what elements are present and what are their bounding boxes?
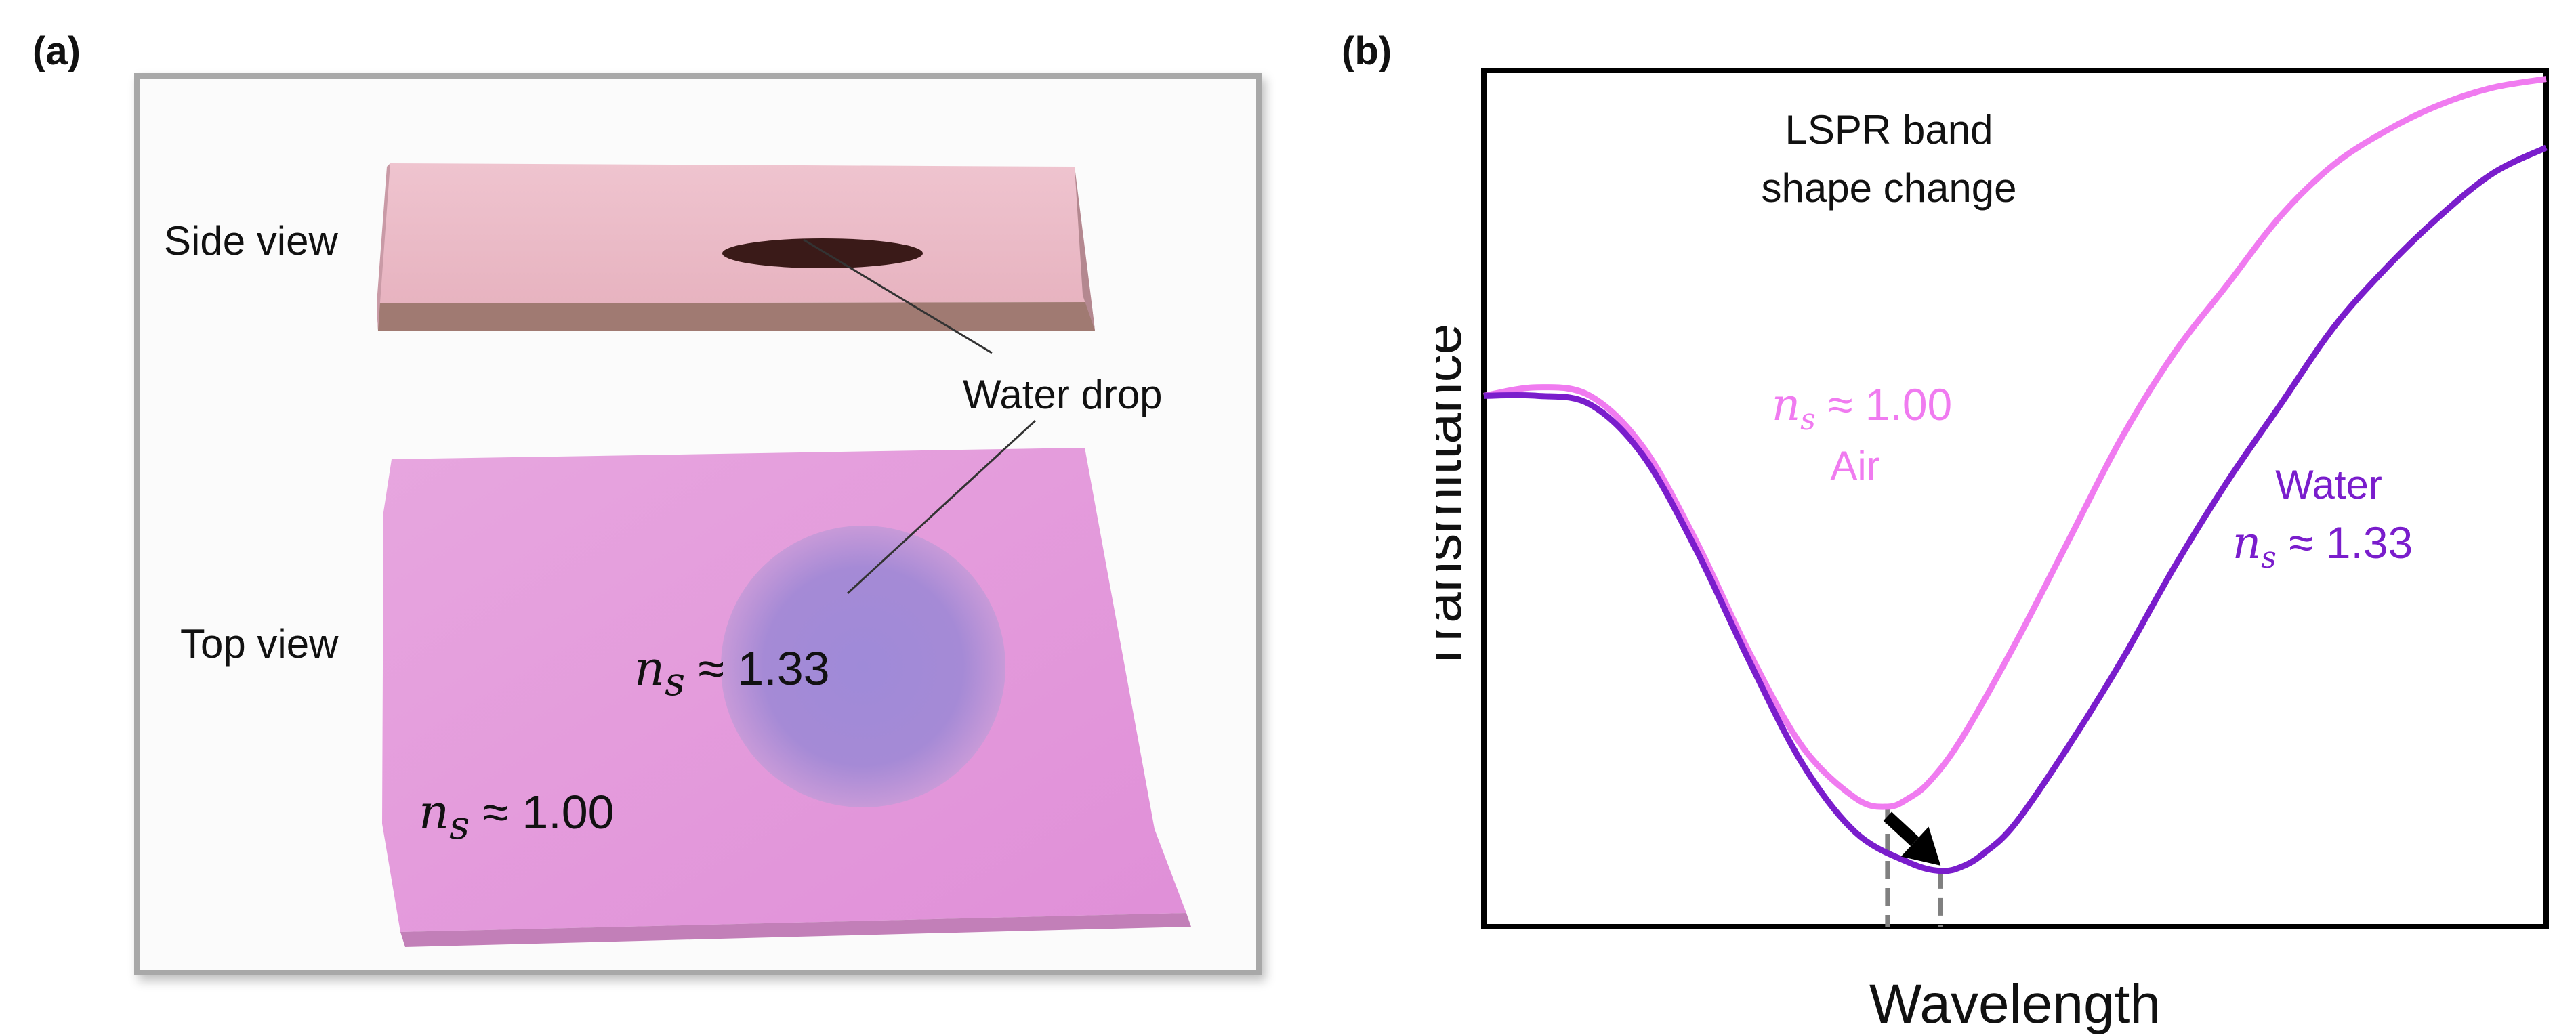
annotation-line-2: shape change — [1762, 165, 2017, 211]
ns-air-label: ns ≈ 1.00 — [419, 784, 615, 848]
ns-water-label: ns ≈ 1.33 — [634, 641, 830, 704]
side-view-water-drop — [722, 238, 923, 268]
series-line-air — [1483, 76, 2547, 810]
water-drop-leader-side — [803, 238, 993, 354]
side-view-slide — [377, 163, 1095, 331]
water-drop-leader-top — [846, 419, 1037, 595]
top-view-label: Top view — [180, 621, 339, 667]
water-drop-label: Water drop — [963, 372, 1163, 417]
annotation-line-1: LSPR band — [1785, 107, 1993, 152]
plot-frame — [1481, 68, 2549, 929]
minima-dashed-lines — [1885, 807, 1943, 927]
legend-air-ns: ns ≈ 1.00 — [1772, 379, 1953, 437]
panel-label-b: (b) — [1342, 29, 1392, 73]
legend-water-ns: ns ≈ 1.33 — [2232, 517, 2413, 575]
legend-water-label: Water — [2275, 462, 2382, 507]
red-shift-arrow — [1883, 811, 1919, 847]
legend-air-label: Air — [1830, 443, 1879, 488]
side-view-label: Side view — [164, 218, 338, 263]
sample-photo — [377, 163, 1191, 947]
photo-frame: Side view Top view Water drop ns ≈ 1.33 … — [134, 73, 1262, 975]
top-view-slide — [382, 448, 1191, 947]
red-shift-arrowhead — [1900, 826, 1941, 866]
top-view-water-drop — [721, 526, 1005, 807]
series-line-water — [1483, 144, 2548, 874]
transmittance-chart: Wavelength Transmittance LSPR band shape… — [1436, 68, 2549, 1035]
panel-label-a: (a) — [33, 29, 81, 73]
x-axis-title: Wavelength — [1869, 973, 2161, 1035]
y-axis-title: Transmittance — [1436, 324, 1473, 673]
